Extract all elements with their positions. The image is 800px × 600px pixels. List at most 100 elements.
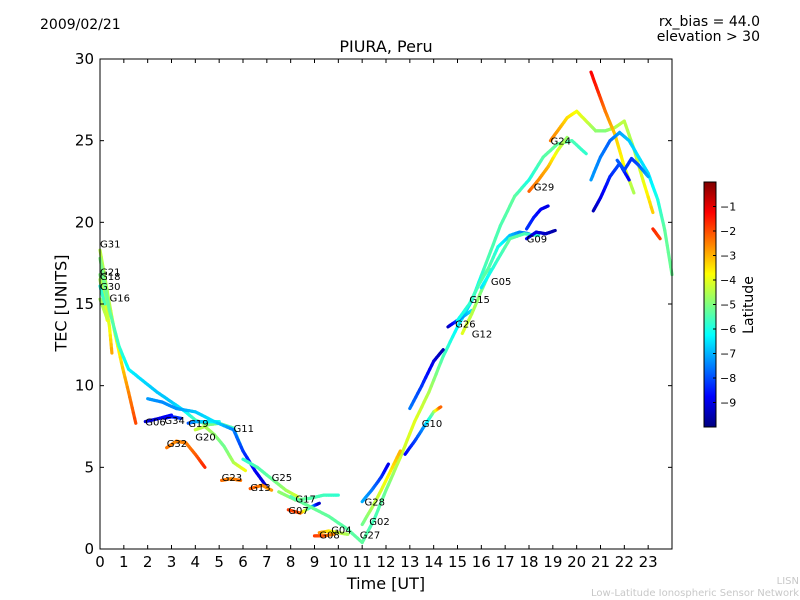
series-label: G17: [295, 494, 315, 505]
series-segment: [649, 205, 655, 215]
series-label: G31: [100, 240, 120, 251]
series-segment: [582, 150, 588, 156]
x-tick-label: 7: [262, 553, 272, 571]
colorbar-tick-label: −6: [720, 323, 736, 336]
colorbar-tick-label: −4: [720, 274, 736, 287]
x-tick-label: 1: [119, 553, 129, 571]
x-tick-label: 14: [424, 553, 443, 571]
colorbar-tick-label: −2: [720, 225, 736, 238]
series-label: G07: [288, 506, 308, 517]
series-G23: [220, 477, 243, 482]
series-segment: [104, 313, 109, 321]
series-segment: [133, 416, 138, 425]
series-segment: [440, 348, 445, 354]
series-G13: [248, 483, 274, 492]
y-tick-label: 30: [75, 50, 94, 68]
y-tick-label: 5: [84, 458, 94, 476]
series-G15: [455, 230, 531, 322]
series-segment: [385, 462, 390, 468]
series-G27: [289, 139, 588, 545]
series-label: G28: [365, 498, 385, 509]
colorbar-tick-label: −8: [720, 372, 736, 385]
x-tick-layer: 0 1 2 3 4 5 6 7 8 9 10 11 12 13 14 15 16 17 18 19 20 21 22 23: [95, 59, 658, 571]
series-label: G34: [164, 416, 184, 427]
series-label: G13: [250, 483, 270, 494]
series-G09: [524, 228, 557, 241]
series-G28: [360, 462, 390, 504]
series-G09b: [524, 204, 550, 231]
series-G05: [479, 232, 541, 290]
series-label: G04: [331, 525, 351, 536]
y-tick-label: 20: [75, 213, 94, 231]
series-label: G10: [422, 419, 442, 430]
series-segment: [438, 405, 443, 410]
date-label: 2009/02/21: [40, 17, 121, 33]
x-tick-label: 23: [639, 553, 658, 571]
series-segment: [397, 449, 402, 456]
x-tick-label: 4: [191, 553, 201, 571]
credit-short: LISN: [776, 576, 799, 587]
series-Gr5: [651, 227, 662, 241]
series-G08: [312, 532, 336, 538]
series-segment: [268, 487, 274, 492]
series-segment: [657, 235, 662, 241]
series-label: G25: [272, 473, 292, 484]
x-tick-label: 18: [519, 553, 538, 571]
series-label: G27: [360, 530, 380, 541]
y-tick-label: 25: [75, 132, 94, 150]
x-tick-label: 19: [543, 553, 562, 571]
plot-frame: [99, 58, 673, 550]
series-label: G30: [100, 282, 120, 293]
x-tick-label: 22: [615, 553, 634, 571]
y-tick-label: 10: [75, 377, 94, 395]
series-G20: [193, 424, 247, 473]
series-segment: [102, 299, 107, 306]
series-G25: [241, 457, 300, 499]
x-tick-label: 11: [353, 553, 372, 571]
series-label: G12: [472, 329, 492, 340]
colorbar-tick-label: −7: [720, 348, 736, 361]
colorbar-tick-label: −1: [720, 201, 736, 214]
series-G07: [286, 501, 321, 515]
series-label: G02: [369, 517, 389, 528]
series-G34: [162, 415, 183, 420]
series-label: G20: [195, 432, 215, 443]
series-label: G21: [100, 267, 120, 278]
x-tick-label: 13: [400, 553, 419, 571]
series-label: G18: [100, 272, 120, 283]
elevation-label: elevation > 30: [656, 29, 760, 45]
x-tick-label: 10: [329, 553, 348, 571]
series-label: G08: [319, 530, 339, 541]
colorbar-tick-label: −9: [720, 397, 736, 410]
series-Gr4: [615, 157, 650, 179]
y-tick-label: 15: [75, 295, 94, 313]
y-tick-label: 0: [84, 540, 94, 558]
colorbar-tick-label: −5: [720, 299, 736, 312]
series-G02: [360, 449, 402, 527]
series-label: G19: [188, 419, 208, 430]
series-Gr3: [589, 130, 674, 277]
colorbar-tick-label: −3: [720, 250, 736, 263]
x-tick-label: 17: [496, 553, 515, 571]
series-segment: [316, 501, 321, 506]
x-tick-label: 2: [143, 553, 153, 571]
series-segment: [201, 463, 207, 469]
series-segment: [563, 135, 569, 142]
y-tick-layer: 0 5 10 15 20 25 30: [75, 50, 672, 558]
series-label: G16: [110, 294, 130, 305]
x-tick-label: 15: [448, 553, 467, 571]
series-G10: [403, 405, 443, 456]
series-label: G05: [491, 277, 511, 288]
colorbar-tick-layer: −9 −8 −7 −6 −5 −4 −3 −2 −1: [713, 201, 736, 410]
series-label: G29: [534, 182, 554, 193]
x-tick-label: 20: [567, 553, 586, 571]
series-label: G15: [469, 295, 489, 306]
x-axis-label: Time [UT]: [346, 574, 426, 593]
chart-title: PIURA, Peru: [339, 37, 433, 56]
credit-long: Low-Latitude Ionospheric Sensor Network: [591, 588, 799, 599]
series-layer: [98, 70, 674, 545]
series-G29: [527, 135, 569, 193]
series-G04: [317, 529, 350, 536]
x-tick-label: 12: [376, 553, 395, 571]
